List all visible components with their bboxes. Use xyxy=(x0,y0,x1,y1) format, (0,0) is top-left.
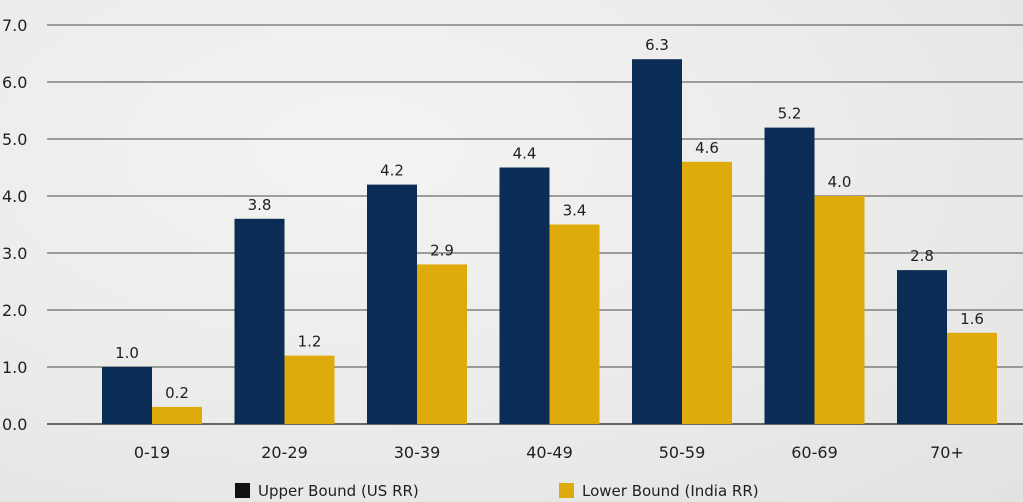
data-labels: 1.0 0.2 3.8 1.2 4.2 2.9 4.4 3.4 6.3 4.6 5.2 4.0 2.8 1… xyxy=(115,36,984,402)
bar-lower-bound xyxy=(152,406,202,424)
y-tick-label: 0.0 xyxy=(2,415,27,434)
bar-lower-bound xyxy=(549,224,600,424)
bar-lower-bound xyxy=(682,161,732,425)
legend-swatch xyxy=(559,483,574,498)
data-label: 4.0 xyxy=(828,173,852,191)
y-tick-label: 3.0 xyxy=(2,244,27,263)
data-label: 1.0 xyxy=(115,344,139,362)
x-tick-label: 40-49 xyxy=(526,443,573,462)
legend-label: Upper Bound (US RR) xyxy=(258,482,419,500)
data-label: 3.4 xyxy=(563,202,587,220)
data-label: 1.2 xyxy=(298,333,322,351)
legend: Upper Bound (US RR) Lower Bound (India RR… xyxy=(235,482,759,500)
y-tick-label: 6.0 xyxy=(2,73,27,92)
x-tick-label: 70+ xyxy=(930,443,964,462)
y-tick-label: 2.0 xyxy=(2,301,27,320)
legend-swatch xyxy=(235,483,250,498)
legend-label: Lower Bound (India RR) xyxy=(582,482,759,500)
x-axis-ticks: 0-19 20-29 30-39 40-49 50-59 60-69 70+ xyxy=(134,443,964,462)
y-tick-label: 5.0 xyxy=(2,130,27,149)
bar-upper-bound xyxy=(897,270,947,424)
y-tick-label: 1.0 xyxy=(2,358,27,377)
data-label: 2.8 xyxy=(910,247,934,265)
data-label: 6.3 xyxy=(645,36,669,54)
x-tick-label: 50-59 xyxy=(659,443,706,462)
data-label: 3.8 xyxy=(248,196,272,214)
bar-upper-bound xyxy=(102,367,152,424)
data-label: 2.9 xyxy=(430,241,454,259)
bar-lower-bound xyxy=(417,264,467,424)
bar-lower-bound xyxy=(284,355,335,424)
bar-upper-bound xyxy=(499,167,550,424)
x-tick-label: 60-69 xyxy=(791,443,838,462)
y-tick-label: 7.0 xyxy=(2,16,27,35)
bar-lower-bound xyxy=(814,196,865,424)
x-tick-label: 0-19 xyxy=(134,443,170,462)
data-label: 4.4 xyxy=(513,145,537,163)
data-label: 1.6 xyxy=(960,310,984,328)
x-tick-label: 20-29 xyxy=(261,443,308,462)
bar-upper-bound xyxy=(632,59,682,424)
data-label: 4.2 xyxy=(380,162,404,180)
bar-upper-bound xyxy=(367,184,417,424)
x-tick-label: 30-39 xyxy=(394,443,441,462)
data-label: 5.2 xyxy=(778,105,802,123)
y-tick-label: 4.0 xyxy=(2,187,27,206)
data-label: 0.2 xyxy=(165,384,189,402)
y-axis-ticks: 0.0 1.0 2.0 3.0 4.0 5.0 6.0 7.0 xyxy=(2,16,27,434)
data-label: 4.6 xyxy=(695,139,719,157)
bar-lower-bound xyxy=(947,332,997,424)
bars xyxy=(102,59,997,425)
bar-upper-bound xyxy=(234,218,285,424)
bar-upper-bound xyxy=(764,127,815,424)
